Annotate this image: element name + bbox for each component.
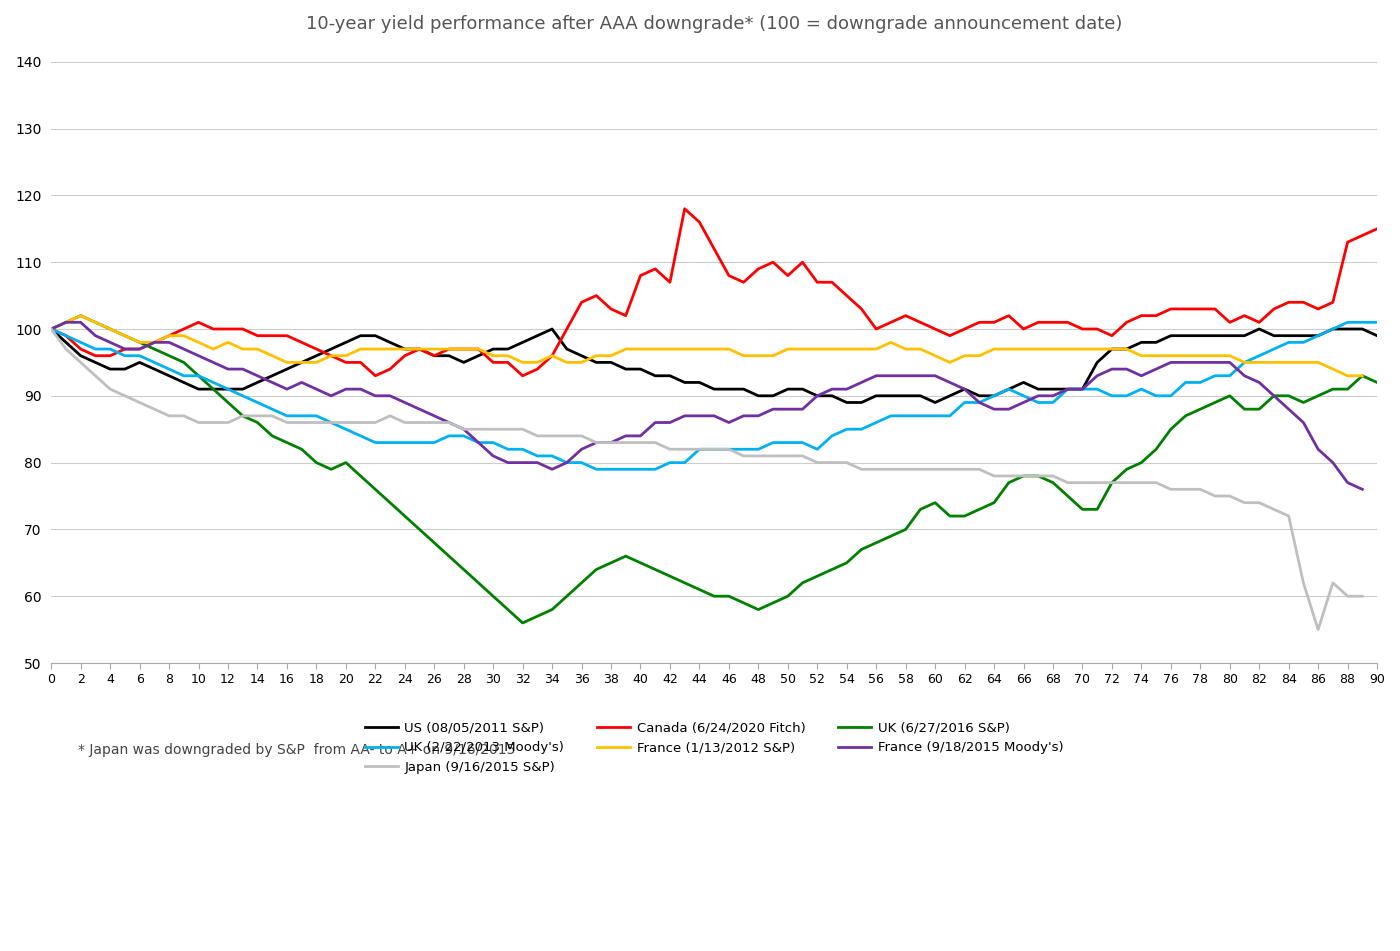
Line: France (9/18/2015 Moody's): France (9/18/2015 Moody's): [52, 322, 1362, 490]
Canada (6/24/2020 Fitch): [43, 323, 60, 335]
UK (2/22/2013 Moody's): [823, 430, 840, 441]
UK (6/27/2016 S&P): [396, 511, 413, 522]
UK (2/22/2013 Moody's): [1340, 317, 1357, 328]
US (08/05/2011 S&P): [204, 383, 221, 395]
France (9/18/2015 Moody's): [1354, 484, 1371, 495]
Line: France (1/13/2012 S&P): France (1/13/2012 S&P): [52, 316, 1362, 376]
Line: UK (6/27/2016 S&P): UK (6/27/2016 S&P): [52, 316, 1378, 623]
Line: UK (2/22/2013 Moody's): UK (2/22/2013 Moody's): [52, 322, 1378, 469]
UK (6/27/2016 S&P): [220, 397, 237, 408]
UK (6/27/2016 S&P): [839, 557, 855, 569]
France (9/18/2015 Moody's): [1177, 357, 1194, 368]
US (08/05/2011 S&P): [43, 323, 60, 335]
US (08/05/2011 S&P): [1177, 330, 1194, 341]
France (9/18/2015 Moody's): [234, 363, 251, 375]
Text: * Japan was downgraded by S&P  from AA- to A+ on 9/16/2015: * Japan was downgraded by S&P from AA- t…: [78, 743, 515, 757]
Title: 10-year yield performance after AAA downgrade* (100 = downgrade announcement dat: 10-year yield performance after AAA down…: [307, 15, 1123, 33]
France (1/13/2012 S&P): [43, 323, 60, 335]
France (9/18/2015 Moody's): [1148, 363, 1165, 375]
Canada (6/24/2020 Fitch): [353, 357, 370, 368]
Japan (9/16/2015 S&P): [1354, 591, 1371, 602]
Legend: US (08/05/2011 S&P), UK (2/22/2013 Moody's), Japan (9/16/2015 S&P), Canada (6/24: US (08/05/2011 S&P), UK (2/22/2013 Moody…: [360, 716, 1070, 779]
Line: Japan (9/16/2015 S&P): Japan (9/16/2015 S&P): [52, 329, 1362, 630]
Canada (6/24/2020 Fitch): [1191, 303, 1208, 315]
UK (2/22/2013 Moody's): [588, 463, 605, 475]
Japan (9/16/2015 S&P): [1162, 484, 1179, 495]
UK (2/22/2013 Moody's): [1369, 317, 1386, 328]
Canada (6/24/2020 Fitch): [204, 323, 221, 335]
France (9/18/2015 Moody's): [972, 397, 988, 408]
UK (6/27/2016 S&P): [367, 484, 384, 495]
France (1/13/2012 S&P): [1340, 370, 1357, 381]
France (1/13/2012 S&P): [1354, 370, 1371, 381]
Canada (6/24/2020 Fitch): [839, 290, 855, 301]
Canada (6/24/2020 Fitch): [367, 370, 384, 381]
Canada (6/24/2020 Fitch): [396, 350, 413, 361]
France (1/13/2012 S&P): [1148, 350, 1165, 361]
US (08/05/2011 S&P): [1369, 330, 1386, 341]
UK (2/22/2013 Moody's): [204, 377, 221, 388]
Japan (9/16/2015 S&P): [1133, 477, 1149, 489]
US (08/05/2011 S&P): [839, 397, 855, 408]
UK (2/22/2013 Moody's): [43, 323, 60, 335]
UK (6/27/2016 S&P): [73, 310, 90, 321]
France (9/18/2015 Moody's): [43, 323, 60, 335]
UK (6/27/2016 S&P): [1354, 370, 1371, 381]
France (1/13/2012 S&P): [1310, 357, 1327, 368]
France (9/18/2015 Moody's): [57, 317, 74, 328]
US (08/05/2011 S&P): [1340, 323, 1357, 335]
Canada (6/24/2020 Fitch): [676, 204, 693, 215]
France (1/13/2012 S&P): [1177, 350, 1194, 361]
UK (2/22/2013 Moody's): [1177, 377, 1194, 388]
US (08/05/2011 S&P): [353, 330, 370, 341]
UK (6/27/2016 S&P): [43, 323, 60, 335]
Japan (9/16/2015 S&P): [43, 323, 60, 335]
UK (6/27/2016 S&P): [1191, 403, 1208, 415]
Line: Canada (6/24/2020 Fitch): Canada (6/24/2020 Fitch): [52, 209, 1378, 376]
France (1/13/2012 S&P): [455, 343, 472, 355]
Japan (9/16/2015 S&P): [441, 417, 458, 428]
UK (2/22/2013 Moody's): [382, 437, 399, 448]
France (1/13/2012 S&P): [972, 350, 988, 361]
UK (2/22/2013 Moody's): [1354, 317, 1371, 328]
France (1/13/2012 S&P): [234, 343, 251, 355]
UK (2/22/2013 Moody's): [353, 430, 370, 441]
Japan (9/16/2015 S&P): [1295, 577, 1312, 589]
Line: US (08/05/2011 S&P): US (08/05/2011 S&P): [52, 329, 1378, 402]
US (08/05/2011 S&P): [382, 337, 399, 348]
Japan (9/16/2015 S&P): [956, 463, 973, 475]
Canada (6/24/2020 Fitch): [1354, 230, 1371, 242]
US (08/05/2011 S&P): [1354, 323, 1371, 335]
Japan (9/16/2015 S&P): [1310, 624, 1327, 635]
Canada (6/24/2020 Fitch): [1369, 223, 1386, 235]
France (9/18/2015 Moody's): [1310, 443, 1327, 455]
UK (6/27/2016 S&P): [514, 617, 531, 629]
Japan (9/16/2015 S&P): [220, 417, 237, 428]
UK (6/27/2016 S&P): [1369, 377, 1386, 388]
France (1/13/2012 S&P): [73, 310, 90, 321]
France (9/18/2015 Moody's): [455, 423, 472, 435]
